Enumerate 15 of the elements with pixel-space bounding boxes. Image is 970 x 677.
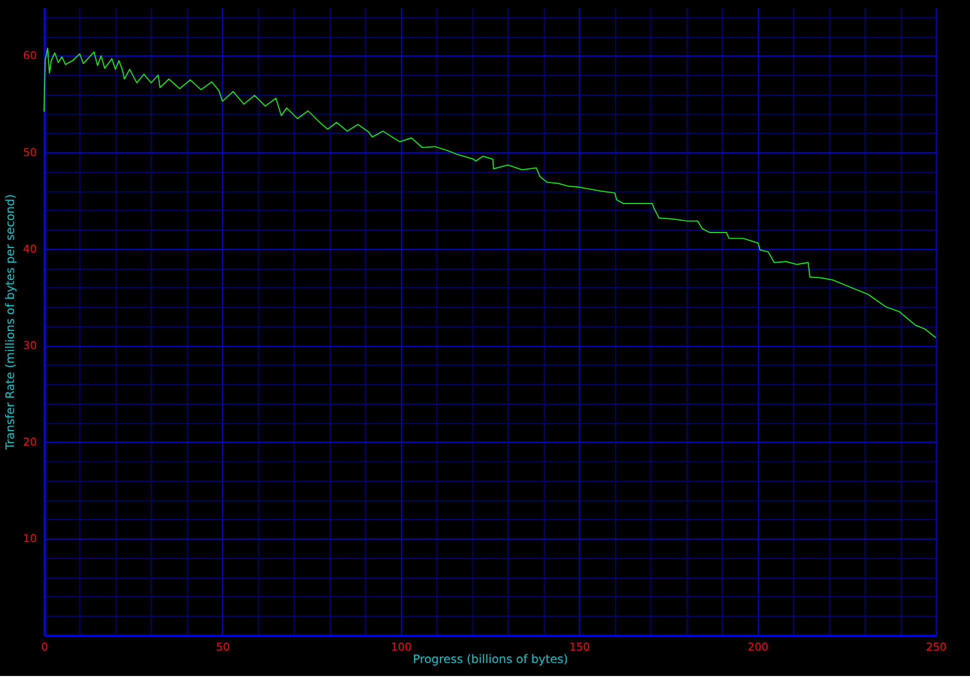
- x-axis-title: Progress (billions of bytes): [412, 652, 568, 666]
- y-tick-label: 30: [22, 338, 37, 352]
- x-tick-label: 50: [216, 640, 230, 654]
- x-tick-label: 150: [569, 640, 590, 654]
- x-tick-label: 200: [748, 640, 768, 654]
- line-series: [44, 48, 936, 338]
- y-tick-label: 50: [22, 146, 37, 159]
- y-tick-label: 40: [22, 242, 37, 256]
- y-axis-title: Transfer Rate (millions of bytes per second): [3, 194, 18, 451]
- x-tick-label: 0: [41, 640, 48, 654]
- x-tick-label: 250: [926, 640, 947, 654]
- x-tick-label: 100: [390, 640, 412, 654]
- y-tick-label: 20: [22, 436, 37, 449]
- y-tick-label: 10: [22, 532, 37, 546]
- y-tick-label: 60: [22, 49, 37, 62]
